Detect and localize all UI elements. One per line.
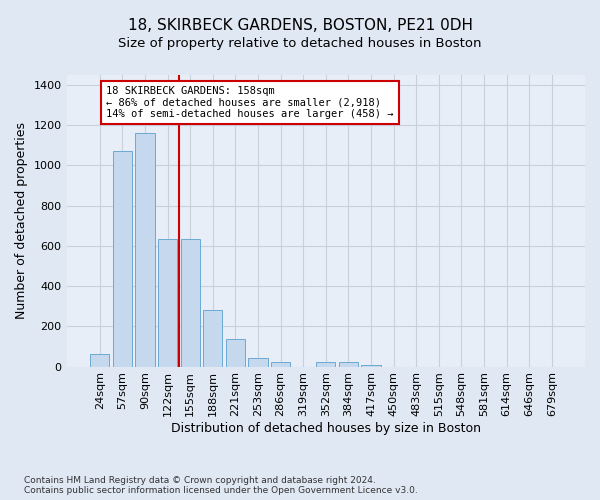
Bar (271, 362, 290, 366)
X-axis label: Distribution of detached houses by size in Boston: Distribution of detached houses by size … (171, 422, 481, 435)
Text: 18, SKIRBECK GARDENS, BOSTON, PE21 0DH: 18, SKIRBECK GARDENS, BOSTON, PE21 0DH (128, 18, 473, 32)
Bar (339, 362, 358, 366)
Bar (248, 358, 268, 366)
Bar (181, 239, 200, 366)
Bar (361, 364, 380, 366)
Bar (158, 239, 177, 366)
Y-axis label: Number of detached properties: Number of detached properties (15, 122, 28, 320)
Text: Size of property relative to detached houses in Boston: Size of property relative to detached ho… (118, 38, 482, 51)
Text: 18 SKIRBECK GARDENS: 158sqm
← 86% of detached houses are smaller (2,918)
14% of : 18 SKIRBECK GARDENS: 158sqm ← 86% of det… (106, 86, 394, 120)
Bar (316, 362, 335, 366)
Bar (226, 340, 245, 366)
Text: Contains HM Land Registry data © Crown copyright and database right 2024.
Contai: Contains HM Land Registry data © Crown c… (24, 476, 418, 495)
Bar (203, 310, 223, 366)
Bar (113, 152, 132, 366)
Bar (90, 354, 109, 366)
Bar (136, 134, 155, 366)
